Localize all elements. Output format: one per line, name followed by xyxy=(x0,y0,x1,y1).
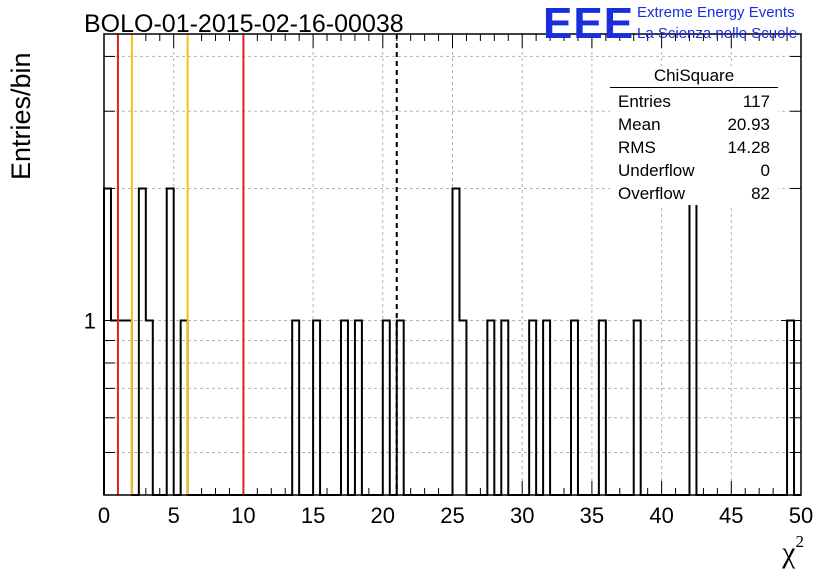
x-axis-label: χ2 xyxy=(782,532,804,570)
histogram-bin xyxy=(118,320,125,495)
histogram-bin xyxy=(689,188,696,495)
histogram-bin xyxy=(571,320,578,495)
eee-logo: EEE xyxy=(543,0,635,48)
histogram-bin xyxy=(146,320,153,495)
histogram-bin xyxy=(125,320,132,495)
stats-row-overflow: Overflow 82 xyxy=(610,182,778,205)
histogram-bin xyxy=(459,320,466,495)
stats-row-entries: Entries 117 xyxy=(610,90,778,113)
x-tick-label: 5 xyxy=(168,503,180,528)
histogram-bin xyxy=(453,188,460,495)
x-axis-label-symbol: χ xyxy=(782,536,796,569)
stats-value: 82 xyxy=(751,184,770,203)
stats-row-underflow: Underflow 0 xyxy=(610,159,778,182)
histogram-bin xyxy=(383,320,390,495)
histogram-outline xyxy=(103,187,801,496)
stats-value: 117 xyxy=(742,92,770,111)
y-tick-label: 1 xyxy=(84,308,96,333)
histogram-bin xyxy=(529,320,536,495)
histogram-bin xyxy=(181,320,188,495)
y-axis-label: Entries/bin xyxy=(6,52,36,180)
histogram-bin xyxy=(341,320,348,495)
histogram-bin xyxy=(787,320,794,495)
histogram-bin xyxy=(104,188,111,495)
histogram-bin xyxy=(397,320,404,495)
histogram-bin xyxy=(355,320,362,495)
stats-row-mean: Mean 20.93 xyxy=(610,113,778,136)
histogram-bin xyxy=(292,320,299,495)
x-tick-label: 20 xyxy=(371,503,395,528)
stats-label: RMS xyxy=(618,138,656,157)
logo-caption-1: Extreme Energy Events xyxy=(637,4,795,21)
histogram-bin xyxy=(313,320,320,495)
histogram-bin xyxy=(634,320,641,495)
stats-label: Overflow xyxy=(618,184,686,203)
x-tick-label: 10 xyxy=(231,503,255,528)
stats-box: ChiSquare Entries 117 Mean 20.93 RMS 14.28 … xyxy=(610,66,778,205)
x-tick-label: 0 xyxy=(98,503,110,528)
histogram-bin xyxy=(167,188,174,495)
stats-label: Mean xyxy=(618,115,661,134)
x-tick-label: 40 xyxy=(649,503,673,528)
histogram-bin xyxy=(599,320,606,495)
histogram-bin xyxy=(501,320,508,495)
histogram-bin xyxy=(139,188,146,495)
stats-row-rms: RMS 14.28 xyxy=(610,136,778,159)
x-tick-label: 25 xyxy=(440,503,464,528)
chart-title: BOLO-01-2015-02-16-00038 xyxy=(84,10,404,38)
histogram-bin xyxy=(543,320,550,495)
histogram-bin xyxy=(111,320,118,495)
x-axis-label-superscript: 2 xyxy=(795,532,805,551)
stats-label: Underflow xyxy=(618,161,695,180)
logo-caption-2: La Scienza nelle Scuole xyxy=(637,25,798,42)
stats-value: 14.28 xyxy=(727,138,770,157)
histogram-bin xyxy=(487,320,494,495)
stats-label: Entries xyxy=(618,92,671,111)
x-tick-label: 45 xyxy=(719,503,743,528)
stats-value: 0 xyxy=(760,161,770,180)
stats-box-name: ChiSquare xyxy=(610,66,778,88)
x-tick-label: 15 xyxy=(301,503,325,528)
plot-frame xyxy=(103,33,802,496)
x-tick-label: 50 xyxy=(789,503,813,528)
x-tick-label: 30 xyxy=(510,503,534,528)
stats-value: 20.93 xyxy=(727,115,770,134)
x-tick-label: 35 xyxy=(580,503,604,528)
